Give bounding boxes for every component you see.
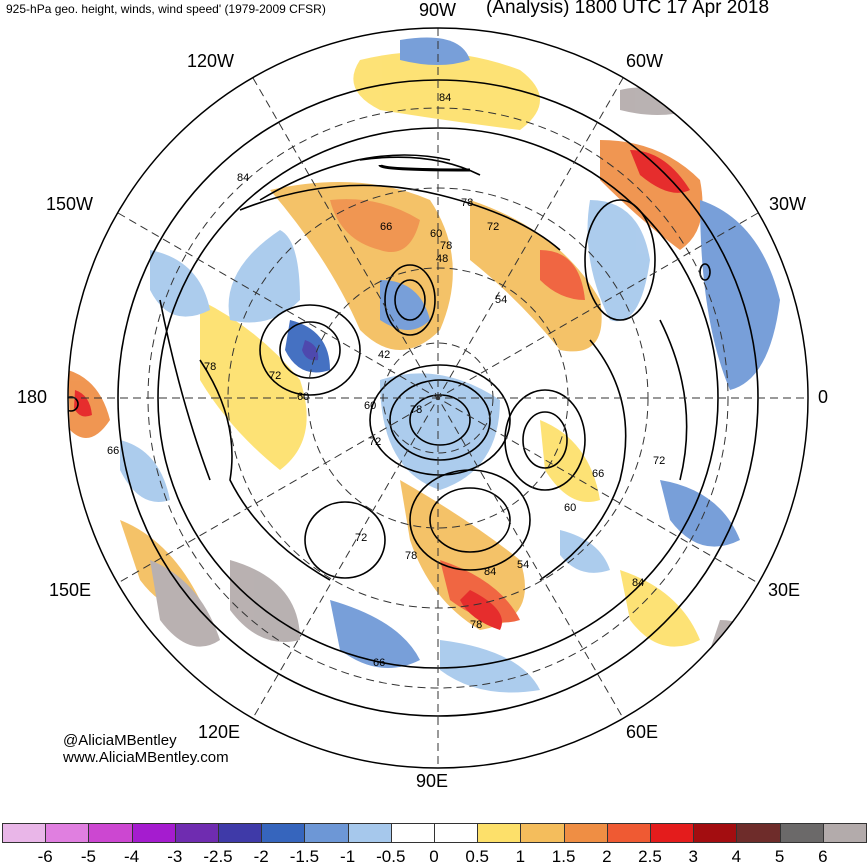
colorbar-tick-label: -0.5 (376, 847, 406, 866)
colorbar-tick-label: -1.5 (289, 847, 320, 866)
map-field (68, 28, 808, 768)
contour-label: 60 (297, 391, 310, 403)
contour-label: 72 (269, 370, 282, 382)
chart-title-right: (Analysis) 1800 UTC 17 Apr 2018 (486, 0, 770, 18)
contour-label: 78 (470, 619, 483, 631)
colorbar-segment (45, 823, 90, 843)
colorbar-segment (131, 823, 176, 843)
lon-label-0: 0 (818, 387, 829, 407)
colorbar-tick-label: -4 (124, 847, 140, 866)
contour-label: 60 (564, 502, 577, 514)
contour-label: 66 (373, 657, 386, 669)
colorbar-tick-label: -5 (80, 847, 96, 866)
colorbar-tick-label: 3 (688, 847, 698, 866)
contour-label: 84 (237, 172, 250, 184)
colorbar-tick-label: 4 (731, 847, 742, 866)
contour-label: 84 (632, 577, 645, 589)
colorbar-tick-label: 6 (818, 847, 828, 866)
lon-label-30w: 30W (769, 194, 807, 214)
lon-label-150w: 150W (46, 194, 94, 214)
colorbar-tick-label: 1 (515, 847, 526, 866)
colorbar-segment (736, 823, 781, 843)
lon-label-120e: 120E (198, 722, 241, 742)
contour-label: 54 (517, 559, 530, 571)
contour-label: 66 (592, 468, 605, 480)
lon-label-90e: 90E (416, 771, 449, 791)
colorbar-segment (390, 823, 435, 843)
lon-label-180: 180 (17, 387, 48, 407)
polar-stereographic-map (67, 27, 809, 769)
contour-label: 78 (461, 197, 474, 209)
credit-website: www.AliciaMBentley.com (63, 749, 229, 766)
lon-label-150e: 150E (49, 580, 92, 600)
lon-label-60w: 60W (626, 51, 664, 71)
colorbar-segment (822, 823, 867, 843)
contour-label: 84 (484, 566, 497, 578)
colorbar (2, 823, 867, 843)
contour-label: 78 (440, 240, 453, 252)
colorbar-tick-label: 2.5 (638, 847, 662, 866)
colorbar-segment (650, 823, 695, 843)
colorbar-segment (693, 823, 738, 843)
contour-label: 72 (355, 532, 368, 544)
lon-label-90w: 90W (419, 0, 457, 20)
contour-label: 72 (369, 436, 382, 448)
colorbar-tick-label: -1 (340, 847, 356, 866)
colorbar-segment (2, 823, 47, 843)
colorbar-segment (261, 823, 306, 843)
colorbar-segment (347, 823, 392, 843)
colorbar-tick-label: 1.5 (551, 847, 576, 866)
contour-label: 78 (410, 404, 423, 416)
colorbar-tick-label: 0.5 (465, 847, 489, 866)
contour-label: 84 (439, 92, 452, 104)
colorbar-segment (477, 823, 522, 843)
colorbar-tick-label: -3 (167, 847, 183, 866)
lon-label-60e: 60E (626, 722, 659, 742)
colorbar-segment (434, 823, 479, 843)
colorbar-segment (88, 823, 133, 843)
contour-label: 78 (204, 361, 217, 373)
colorbar-tick-label: -6 (37, 847, 53, 866)
contour-label: 48 (436, 253, 449, 265)
contour-label: 60 (364, 400, 377, 412)
chart-title-left: 925-hPa geo. height, winds, wind speed' … (6, 2, 326, 16)
colorbar-segment (218, 823, 263, 843)
lon-label-30e: 30E (768, 580, 801, 600)
colorbar-tick-label: -2.5 (203, 847, 233, 866)
wind-anomaly-shading (68, 37, 780, 693)
contour-label: 54 (495, 294, 508, 306)
colorbar-tick-label: 0 (429, 847, 439, 866)
contour-label: 60 (430, 228, 443, 240)
contour-label: 66 (107, 445, 120, 457)
contour-label: 72 (653, 455, 666, 467)
colorbar-tick-label: -2 (253, 847, 269, 866)
colorbar-segment (304, 823, 349, 843)
graticule (68, 28, 808, 768)
colorbar-segment (520, 823, 565, 843)
colorbar-tick-label: 5 (774, 847, 785, 866)
contour-label: 78 (405, 550, 418, 562)
contour-label: 66 (380, 221, 393, 233)
colorbar-segment (779, 823, 824, 843)
credit-handle: @AliciaMBentley (63, 732, 177, 749)
lon-label-120w: 120W (187, 51, 235, 71)
contour-label: 72 (487, 221, 500, 233)
colorbar-segment (606, 823, 651, 843)
colorbar-segment (563, 823, 608, 843)
colorbar-tick-label: 2 (602, 847, 612, 866)
colorbar-segment (174, 823, 219, 843)
map-boundary (67, 27, 809, 769)
contour-label: 42 (378, 349, 391, 361)
